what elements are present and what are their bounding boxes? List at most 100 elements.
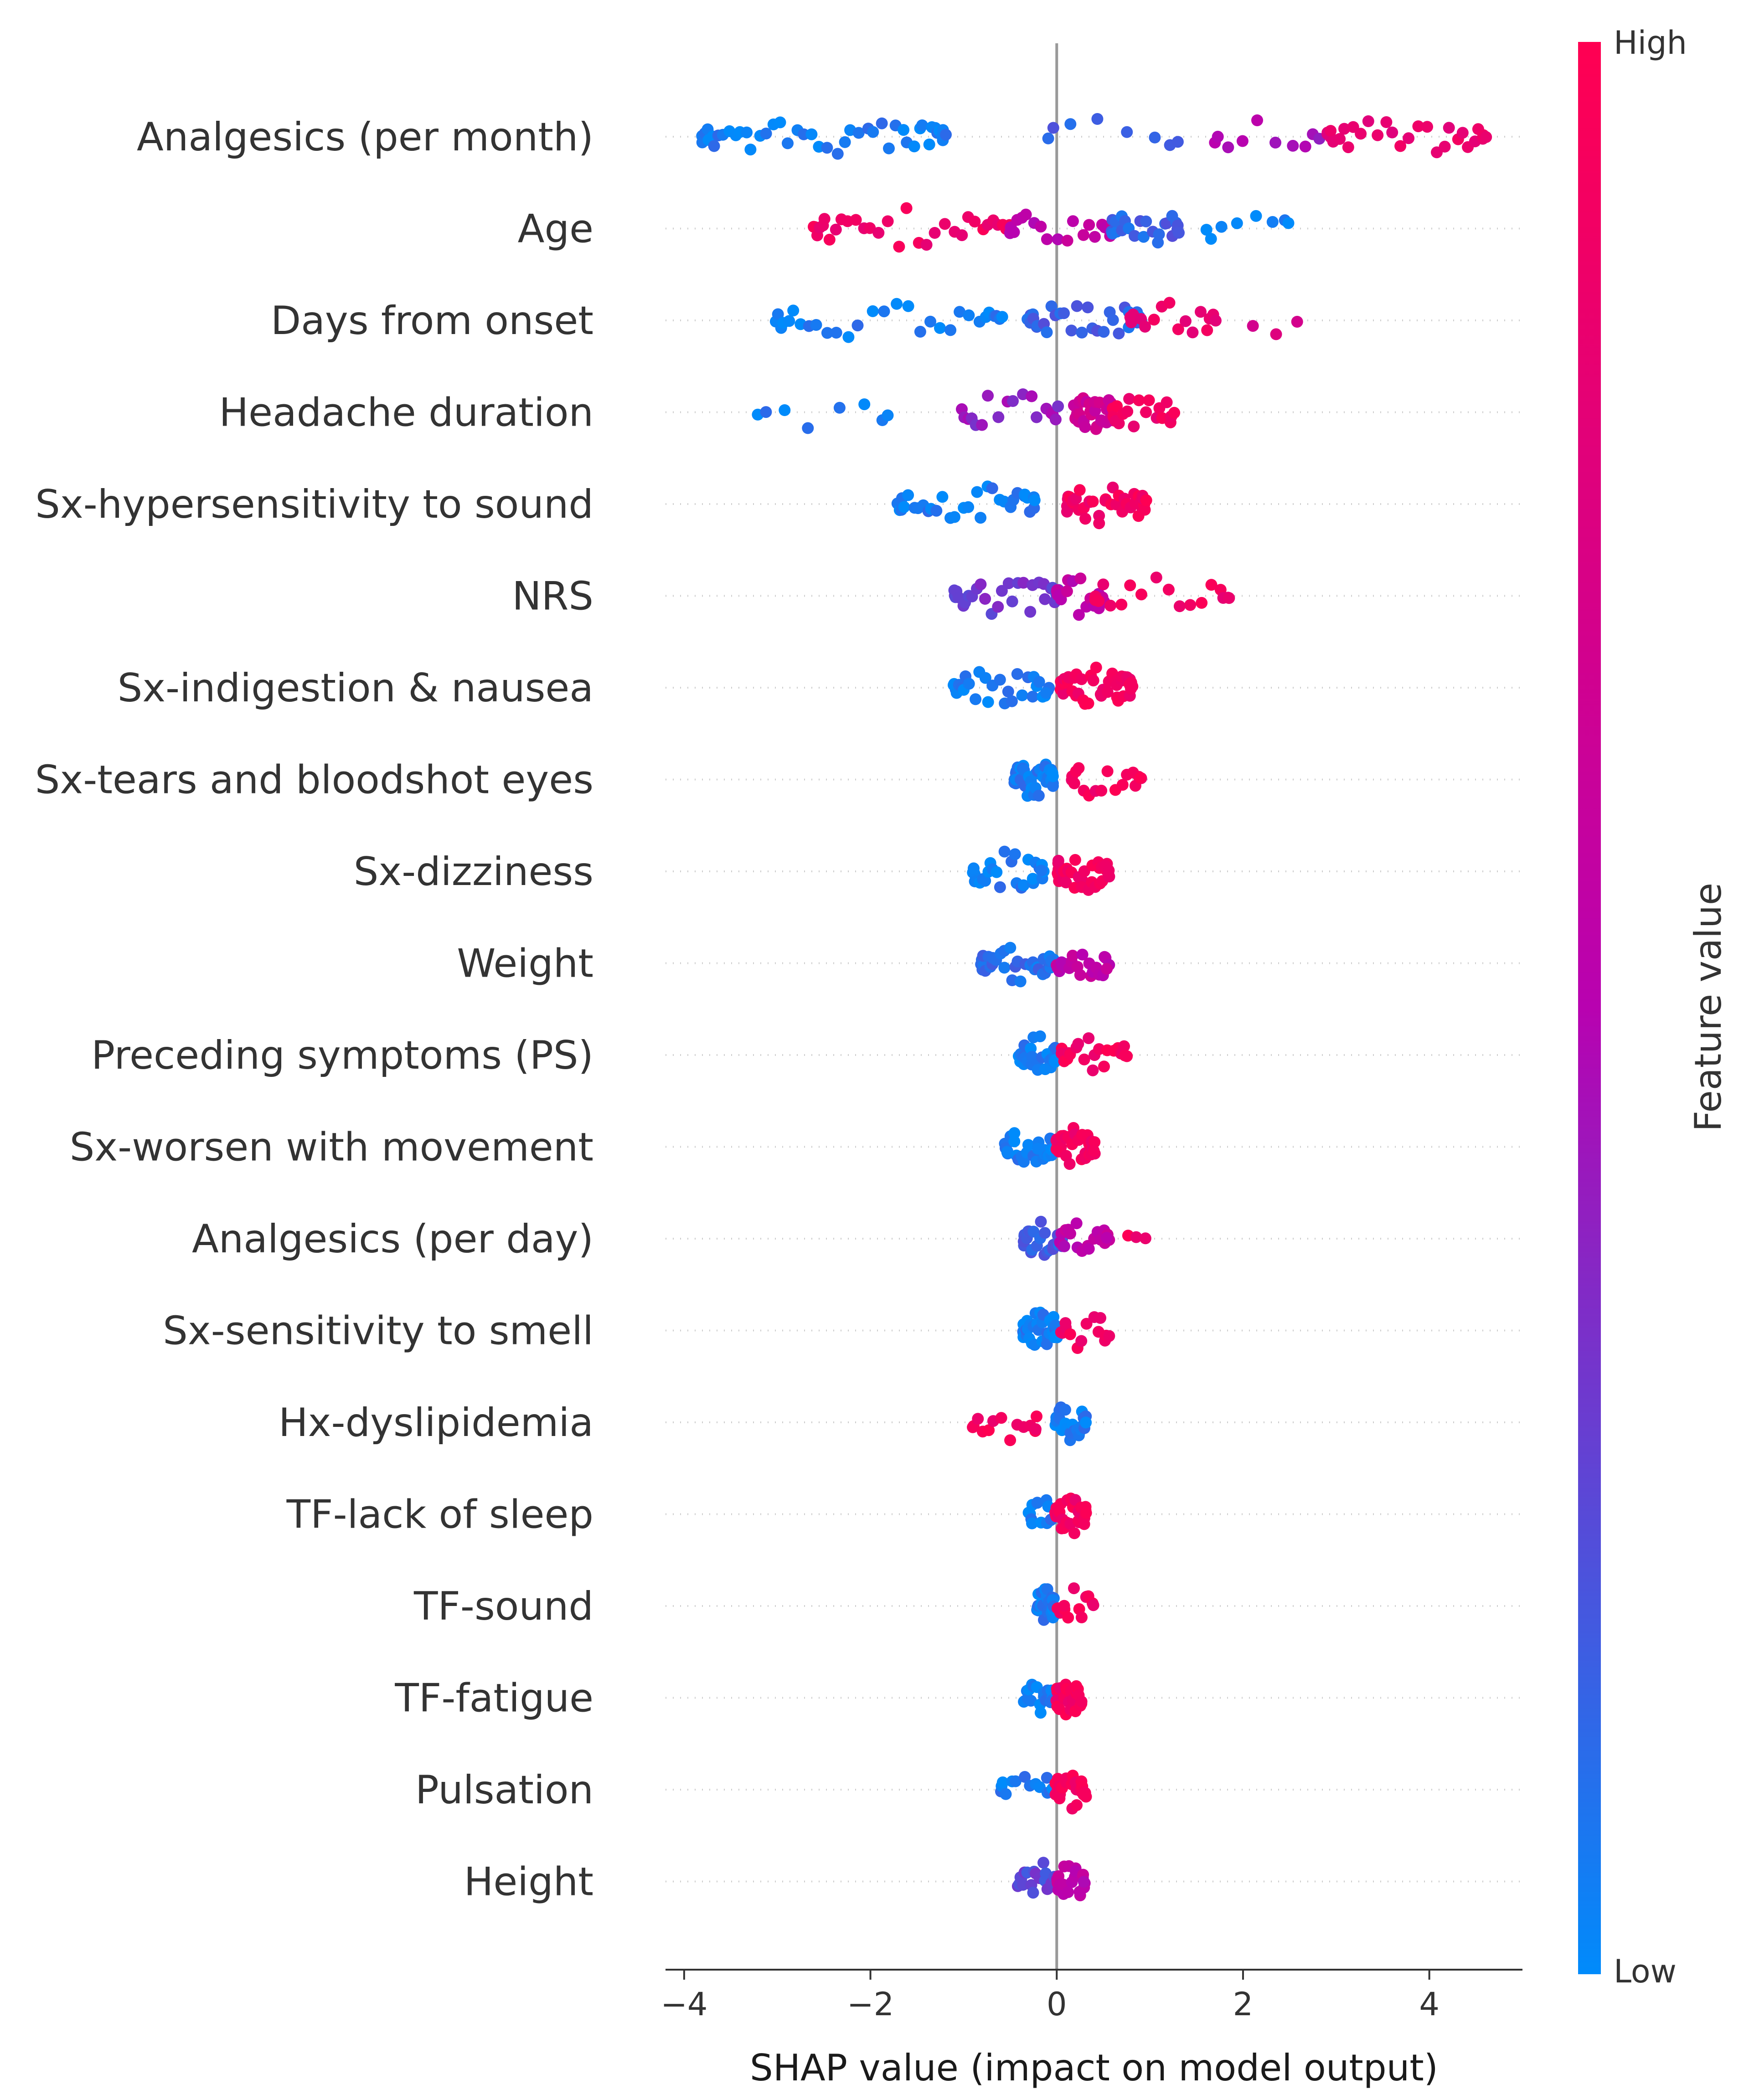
shap-point	[1139, 504, 1151, 516]
x-tick-label: 0	[1047, 1986, 1067, 2023]
shap-point	[1139, 1232, 1151, 1245]
shap-point	[1100, 1232, 1113, 1244]
shap-point	[864, 222, 876, 234]
shap-point	[1362, 115, 1374, 127]
shap-point	[1061, 505, 1073, 518]
shap-point	[882, 215, 894, 227]
shap-point	[963, 309, 975, 321]
shap-point	[1039, 1227, 1051, 1239]
shap-point	[779, 404, 791, 416]
shap-point	[1209, 314, 1222, 327]
shap-point	[998, 845, 1011, 858]
shap-point	[1137, 231, 1150, 243]
shap-point	[1287, 139, 1299, 152]
shap-point	[923, 139, 935, 150]
shap-point	[1372, 129, 1384, 141]
shap-point	[830, 223, 842, 236]
shap-point	[982, 390, 994, 402]
shap-point	[1058, 1600, 1070, 1612]
shap-point	[1004, 942, 1016, 954]
shap-point	[1325, 125, 1337, 137]
shap-point	[1028, 494, 1041, 506]
feature-label: TF-fatigue	[394, 1676, 593, 1721]
shap-point	[810, 319, 822, 331]
shap-point	[1480, 131, 1492, 143]
shap-point	[772, 308, 784, 320]
shap-point	[1083, 1032, 1095, 1045]
shap-point	[1069, 854, 1081, 866]
shap-point	[996, 1776, 1009, 1788]
shap-point	[1080, 1507, 1092, 1519]
shap-point	[1040, 687, 1052, 699]
shap-point	[1009, 848, 1021, 860]
shap-point	[992, 411, 1005, 423]
shap-point	[1139, 320, 1151, 333]
shap-point	[979, 672, 991, 684]
shap-point	[1074, 969, 1086, 981]
shap-point	[972, 1413, 984, 1425]
shap-point	[956, 229, 968, 242]
shap-point	[1299, 140, 1311, 153]
shap-point	[1025, 1694, 1037, 1707]
shap-point	[1097, 578, 1109, 591]
feature-label: Pulsation	[415, 1767, 593, 1813]
shap-point	[1075, 1611, 1088, 1623]
shap-point	[1034, 1707, 1047, 1719]
shap-point	[920, 239, 933, 251]
shap-point	[930, 504, 943, 517]
shap-point	[1011, 668, 1023, 680]
shap-point	[1150, 571, 1162, 584]
shap-point	[1089, 231, 1101, 243]
shap-point	[1002, 685, 1014, 698]
shap-point	[708, 140, 720, 152]
shap-point	[1439, 140, 1451, 153]
shap-point	[898, 124, 910, 136]
feature-label: Sx-indigestion & nausea	[118, 665, 593, 711]
shap-point	[1443, 122, 1455, 134]
shap-point	[1029, 1423, 1042, 1435]
shap-point	[1071, 300, 1083, 312]
shap-point	[991, 866, 1003, 878]
shap-point	[1073, 484, 1086, 496]
shap-point	[1168, 407, 1181, 419]
shap-point	[969, 216, 981, 228]
feature-label: Headache duration	[219, 390, 594, 436]
shap-point	[1017, 879, 1030, 891]
feature-label: TF-lack of sleep	[286, 1492, 593, 1538]
shap-point	[1080, 1416, 1092, 1429]
shap-point	[842, 331, 855, 343]
shap-point	[1162, 583, 1175, 596]
shap-point	[1087, 1064, 1099, 1076]
feature-label: Preceding symptoms (PS)	[91, 1033, 593, 1078]
shap-point	[1027, 1887, 1039, 1899]
shap-point	[1412, 120, 1424, 133]
shap-point	[1037, 1857, 1049, 1869]
shap-point	[929, 227, 941, 239]
shap-point	[858, 398, 871, 411]
feature-label: TF-sound	[413, 1584, 593, 1629]
shap-point	[995, 1412, 1007, 1424]
feature-label: Sx-dizziness	[354, 849, 593, 895]
shap-point	[878, 305, 890, 318]
shap-point	[1026, 1517, 1038, 1529]
shap-point	[783, 315, 795, 327]
shap-point	[1009, 1775, 1022, 1787]
shap-point	[1068, 1527, 1080, 1539]
shap-point	[1008, 226, 1020, 238]
shap-point	[1403, 132, 1415, 144]
shap-point	[1075, 1335, 1088, 1347]
feature-label: Age	[518, 206, 593, 252]
shap-point	[1104, 599, 1116, 612]
shap-point	[1236, 135, 1249, 147]
shap-point	[1135, 588, 1147, 601]
shap-point	[818, 213, 831, 225]
shap-point	[1073, 609, 1085, 621]
shap-point	[802, 422, 814, 434]
shap-point	[1062, 1886, 1074, 1898]
shap-point	[1115, 598, 1128, 611]
colorbar-gradient	[1578, 42, 1601, 1974]
shap-point	[1121, 126, 1133, 138]
shap-point	[774, 116, 786, 129]
